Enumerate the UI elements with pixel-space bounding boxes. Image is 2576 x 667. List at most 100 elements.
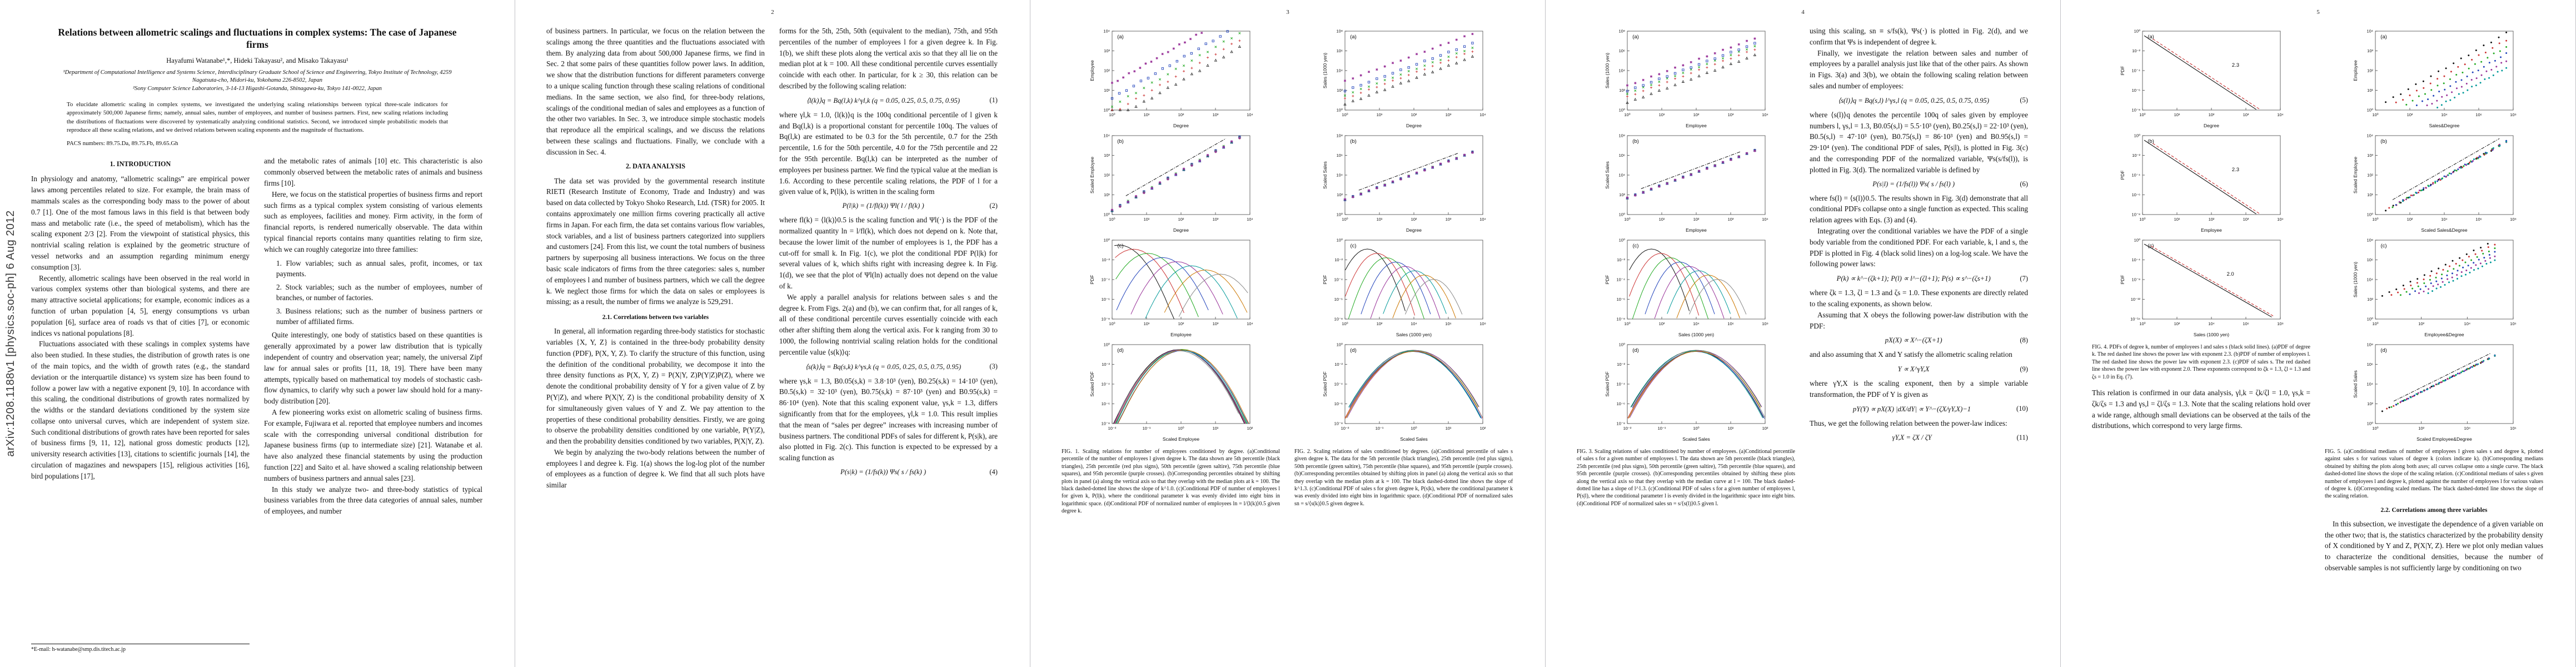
svg-text:PDF: PDF [1605, 275, 1610, 285]
figure-1-panel-a: 10⁰ 10¹ 10² 10³ 10⁴ 10⁰ 10¹ 10² 10³ 10⁴ Degree Empl… [1088, 26, 1254, 129]
equation-body: P(s|k) = (1/fs(k)) Ψs( s / fs(k) ) [840, 467, 926, 476]
svg-text:Sales (1000 yen): Sales (1000 yen) [2193, 332, 2229, 337]
svg-text:10⁰: 10⁰ [1103, 238, 1109, 243]
authors-line: Hayafumi Watanabe¹,*, Hideki Takayasu², … [166, 56, 348, 64]
svg-text:10²: 10² [1479, 426, 1486, 431]
svg-text:10¹: 10¹ [1143, 112, 1149, 117]
svg-text:10⁻¹: 10⁻¹ [1375, 426, 1383, 431]
svg-text:10⁻¹: 10⁻¹ [1657, 426, 1666, 431]
page1-columns: 1. INTRODUCTION In physiology and anatom… [31, 156, 484, 517]
page-5: 5 10⁰ 10¹ 10² 10³ 10⁴ 10⁻⁸ 10⁻⁶ 10⁻⁴ 10⁻² 10⁰ Degr… [2061, 0, 2576, 667]
figure-2-caption: FIG. 2. Scaling relations of sales condi… [1294, 449, 1513, 507]
svg-text:10⁻⁸: 10⁻⁸ [2131, 212, 2140, 217]
body-paragraph: A few pioneering works exist on allometr… [264, 407, 482, 482]
svg-text:10²: 10² [1619, 88, 1625, 93]
page1-left-column: 1. INTRODUCTION In physiology and anatom… [31, 156, 250, 517]
svg-text:10⁰: 10⁰ [2134, 29, 2140, 34]
svg-text:10¹: 10¹ [1376, 112, 1382, 117]
svg-text:(c): (c) [2148, 243, 2154, 249]
equation-number: (2) [989, 202, 998, 210]
svg-text:10⁴: 10⁴ [2441, 217, 2448, 222]
figure-3-caption: FIG. 3. Scaling relations of sales condi… [1577, 449, 1795, 507]
svg-text:10³: 10³ [2243, 217, 2249, 222]
svg-text:Scaled Employee&Degree: Scaled Employee&Degree [2416, 436, 2472, 442]
svg-text:10⁴: 10⁴ [1693, 321, 1700, 326]
svg-text:(b): (b) [2148, 138, 2154, 145]
variable-families-list: 1. Flow variables; such as annual sales,… [264, 258, 482, 327]
svg-text:10⁰: 10⁰ [2372, 217, 2378, 222]
svg-text:10⁰: 10⁰ [1618, 238, 1625, 243]
svg-text:10⁻²: 10⁻² [1108, 426, 1116, 431]
svg-text:Employee: Employee [1170, 332, 1192, 337]
page5-left-column: 10⁰ 10¹ 10² 10³ 10⁴ 10⁻⁸ 10⁻⁶ 10⁻⁴ 10⁻² 10⁰ Degree… [2092, 26, 2310, 574]
equation-10: pY(Y) ∝ pX(X) |dX/dY| ∝ Y^−(ζX/γY,X)−1 (1… [1810, 405, 2028, 414]
svg-text:10⁻⁶: 10⁻⁶ [1616, 297, 1625, 302]
svg-text:10⁶: 10⁶ [2510, 426, 2516, 431]
svg-text:PDF: PDF [2120, 171, 2125, 180]
svg-text:10⁰: 10⁰ [2139, 217, 2145, 222]
svg-text:10⁰: 10⁰ [1624, 112, 1630, 117]
svg-text:(c): (c) [1632, 243, 1638, 249]
figure-1-panel-c: 10⁰ 10¹ 10² 10³ 10⁴ 10⁻⁸ 10⁻⁶ 10⁻⁴ 10⁻² 10⁰ Employ… [1088, 235, 1254, 338]
figure-5-caption: FIG. 5. (a)Conditional medians of number… [2325, 449, 2543, 500]
svg-text:(d): (d) [1632, 347, 1639, 354]
figure-2-panel-a: 10⁰ 10¹ 10² 10³ 10⁴ 10⁰ 10² 10⁴ 10⁶ 10⁸ Degree Sale… [1321, 26, 1487, 129]
svg-text:10⁰: 10⁰ [1618, 212, 1625, 217]
svg-text:10²: 10² [1411, 112, 1417, 117]
svg-text:Employee: Employee [1686, 123, 1707, 128]
svg-text:10⁴: 10⁴ [1618, 173, 1625, 178]
arxiv-stamp: arXiv:1208.1188v1 [physics.soc-ph] 6 Aug… [4, 210, 17, 457]
svg-text:10⁴: 10⁴ [1336, 173, 1343, 178]
page1-right-column: and the metabolic rates of animals [10] … [264, 156, 482, 517]
svg-text:10⁰: 10⁰ [1178, 426, 1184, 431]
svg-text:10⁶: 10⁶ [2243, 321, 2249, 326]
svg-text:10⁻⁸: 10⁻⁸ [2131, 277, 2140, 282]
svg-text:10⁶: 10⁶ [1727, 321, 1733, 326]
svg-text:10⁻⁶: 10⁻⁶ [1101, 401, 1109, 406]
equation-number: (5) [2020, 96, 2028, 104]
figure-4: 10⁰ 10¹ 10² 10³ 10⁴ 10⁻⁸ 10⁻⁶ 10⁻⁴ 10⁻² 10⁰ Degree… [2118, 26, 2285, 338]
svg-text:10³: 10³ [2367, 48, 2373, 53]
svg-text:10⁰: 10⁰ [1336, 108, 1342, 113]
svg-text:10⁸: 10⁸ [2366, 342, 2373, 347]
svg-text:10⁴: 10⁴ [1336, 68, 1343, 73]
paper-title: Relations between allometric scalings an… [58, 27, 457, 50]
svg-text:10⁸: 10⁸ [1618, 133, 1625, 138]
figure-4-caption: FIG. 4. PDFs of degree k, number of empl… [2092, 344, 2310, 380]
svg-text:10⁸: 10⁸ [2510, 112, 2517, 117]
svg-text:10⁰: 10⁰ [1336, 342, 1342, 347]
svg-text:10³: 10³ [1727, 112, 1733, 117]
body-paragraph: where fl(k) = ⟨l(k)⟩0.5 is the scaling f… [779, 216, 998, 290]
page-number: 4 [1801, 9, 1805, 16]
body-paragraph: where ζk = 1.3, ζl = 1.3 and ζs = 1.0. T… [1810, 288, 2028, 308]
svg-text:10⁰: 10⁰ [2134, 238, 2140, 243]
svg-text:10⁴: 10⁴ [2366, 29, 2373, 34]
svg-text:10²: 10² [1693, 112, 1699, 117]
svg-text:Scaled Sales: Scaled Sales [1682, 436, 1710, 442]
svg-text:(d): (d) [2380, 347, 2387, 354]
svg-text:(c): (c) [2380, 243, 2386, 249]
equation-3: ⟨s(k)⟩q = Bq(s,k) k^γs,k (q = 0.05, 0.25… [779, 362, 998, 371]
svg-text:10⁶: 10⁶ [2366, 362, 2373, 367]
svg-text:10⁴: 10⁴ [1247, 217, 1253, 222]
svg-text:Sales (1000 yen): Sales (1000 yen) [1396, 332, 1431, 337]
equation-body: P(k) ∝ k^−(ζk+1); P(l) ∝ l^−(ζl+1); P(s)… [1836, 275, 1991, 283]
equation-8: pX(X) ∝ X^−(ζX+1) (8) [1810, 336, 2028, 345]
svg-text:10²: 10² [2208, 217, 2214, 222]
subsection-heading-2-1: 2.1. Correlations between two variables [602, 314, 709, 321]
svg-text:10⁴: 10⁴ [2366, 277, 2373, 282]
svg-text:10⁶: 10⁶ [1445, 321, 1451, 326]
svg-text:10²: 10² [2406, 112, 2413, 117]
body-paragraph: Assuming that X obeys the following powe… [1810, 310, 2028, 330]
svg-text:10²: 10² [1337, 192, 1343, 197]
svg-text:(b): (b) [1350, 138, 1357, 145]
page-3: 3 10⁰ 10¹ 10² 10³ 10⁴ 10⁰ 10¹ 10² 10³ 10⁴ Degree Em… [1030, 0, 1546, 667]
page-number: 5 [2316, 9, 2320, 16]
list-item: 3. Business relations; such as the numbe… [276, 307, 482, 326]
equation-7: P(k) ∝ k^−(ζk+1); P(l) ∝ l^−(ζl+1); P(s)… [1810, 274, 2028, 283]
svg-text:10⁻²: 10⁻² [1334, 362, 1343, 367]
svg-text:Scaled Sales: Scaled Sales [2353, 370, 2358, 398]
svg-text:(b): (b) [2380, 138, 2387, 145]
svg-text:10³: 10³ [1445, 112, 1451, 117]
svg-text:10⁰: 10⁰ [2366, 317, 2373, 322]
